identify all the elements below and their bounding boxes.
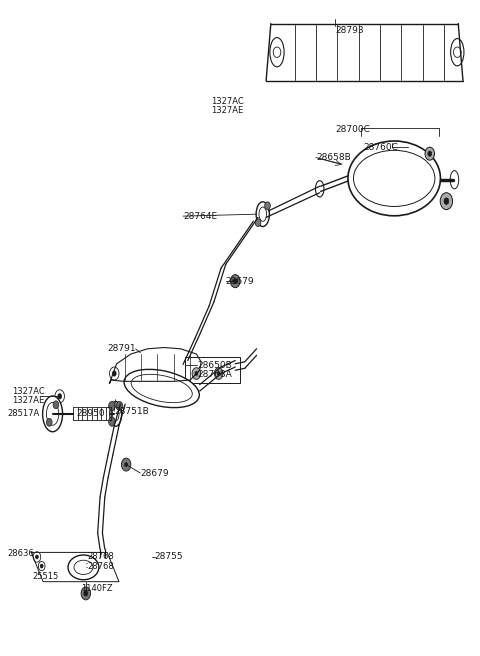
Text: 28791: 28791: [107, 344, 136, 354]
Circle shape: [38, 562, 45, 571]
Circle shape: [425, 147, 434, 160]
Text: 1327AE: 1327AE: [12, 396, 45, 405]
Text: 1327AC: 1327AC: [12, 386, 45, 396]
Circle shape: [230, 275, 240, 288]
Text: 28768: 28768: [87, 562, 114, 571]
Circle shape: [192, 367, 201, 379]
Circle shape: [255, 218, 261, 226]
Ellipse shape: [450, 171, 459, 189]
Ellipse shape: [124, 369, 199, 407]
Text: 28764E: 28764E: [183, 212, 217, 220]
Text: 28679: 28679: [140, 468, 169, 478]
Ellipse shape: [68, 555, 99, 580]
Text: 28950: 28950: [76, 409, 105, 419]
Text: 28679: 28679: [226, 277, 254, 285]
Text: 25515: 25515: [33, 572, 59, 581]
Circle shape: [36, 555, 38, 559]
Circle shape: [58, 394, 61, 399]
Ellipse shape: [348, 141, 441, 216]
Circle shape: [53, 401, 59, 409]
Circle shape: [81, 587, 91, 600]
Text: 28658B: 28658B: [316, 153, 351, 162]
Circle shape: [109, 367, 119, 380]
Circle shape: [195, 371, 198, 375]
Text: 28793: 28793: [335, 26, 363, 35]
Circle shape: [108, 417, 115, 426]
Circle shape: [215, 367, 223, 379]
Circle shape: [440, 193, 453, 210]
Circle shape: [428, 151, 432, 156]
Ellipse shape: [110, 401, 121, 426]
Text: 28517A: 28517A: [8, 409, 40, 419]
Circle shape: [47, 419, 52, 426]
Circle shape: [33, 552, 41, 562]
Circle shape: [108, 401, 115, 411]
Circle shape: [84, 591, 88, 596]
Ellipse shape: [315, 180, 324, 197]
Text: 28768A: 28768A: [197, 371, 232, 379]
Circle shape: [116, 401, 123, 411]
Circle shape: [125, 462, 128, 466]
Ellipse shape: [270, 37, 284, 67]
Circle shape: [264, 202, 270, 210]
Text: 1140FZ: 1140FZ: [81, 584, 113, 592]
Text: 28760C: 28760C: [363, 142, 398, 152]
Circle shape: [55, 390, 64, 403]
Ellipse shape: [256, 202, 269, 226]
Text: 28768: 28768: [87, 552, 114, 562]
Ellipse shape: [451, 39, 464, 66]
Text: 28650B: 28650B: [197, 361, 232, 369]
Bar: [185, 358, 240, 383]
Circle shape: [444, 198, 449, 205]
Text: 28700C: 28700C: [335, 125, 370, 134]
Circle shape: [40, 564, 43, 568]
Text: 1327AC: 1327AC: [212, 97, 244, 106]
Circle shape: [217, 371, 220, 375]
Circle shape: [121, 458, 131, 471]
Circle shape: [233, 279, 237, 284]
Ellipse shape: [43, 396, 62, 432]
Text: 28755: 28755: [155, 552, 183, 562]
Text: 28751B: 28751B: [114, 407, 149, 416]
Circle shape: [112, 371, 116, 376]
Text: 1327AE: 1327AE: [212, 106, 244, 115]
Text: 28636: 28636: [8, 549, 34, 558]
